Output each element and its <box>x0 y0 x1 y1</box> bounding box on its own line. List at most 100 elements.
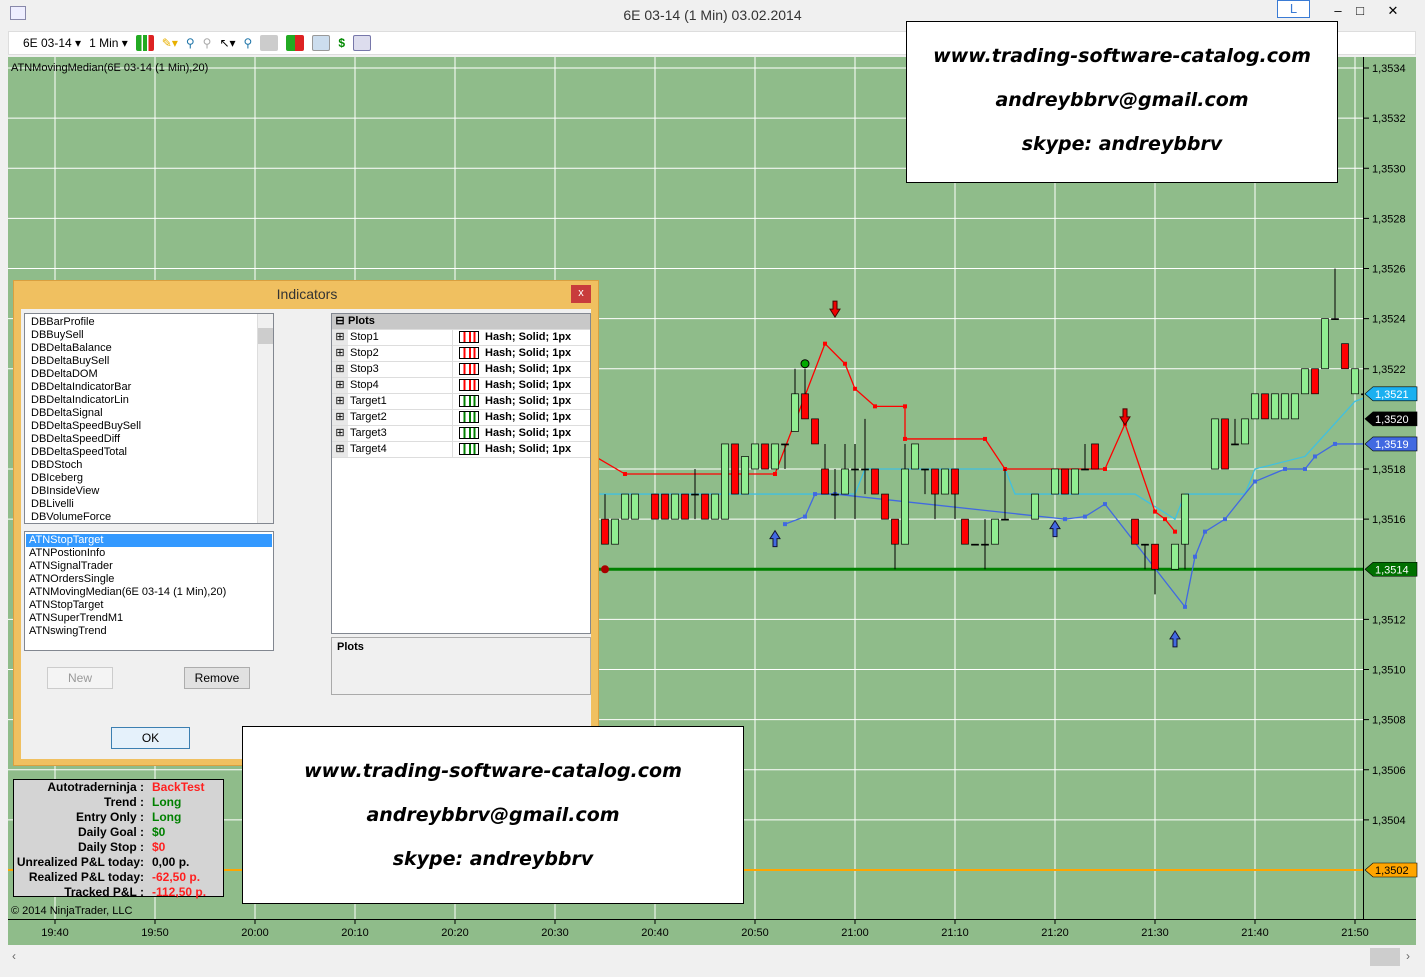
remove-button[interactable]: Remove <box>184 667 250 689</box>
scroll-right-icon[interactable]: › <box>1406 949 1410 963</box>
scroll-thumb[interactable] <box>1370 948 1400 966</box>
available-indicator-item[interactable]: DBDeltaSpeedDiff <box>31 433 121 445</box>
candle-body <box>861 468 869 471</box>
sell-arrow <box>829 300 841 319</box>
plot-row[interactable]: ⊞ Target2 Hash; Solid; 1px <box>332 410 590 426</box>
cursor-icon[interactable]: ↖▾ <box>219 36 236 50</box>
available-indicators-list[interactable]: DBBarProfile DBBuySell DBDeltaBalance DBDel… <box>24 313 274 524</box>
target-line-point <box>813 492 817 497</box>
candle-body <box>631 493 639 520</box>
properties-icon[interactable] <box>353 35 371 51</box>
applied-indicator-item[interactable]: ATNOrdersSingle <box>29 573 115 585</box>
plots-grid[interactable]: ⊟ Plots ⊞ Stop1 Hash; Solid; 1px ⊞ Stop2 Hash;… <box>331 313 591 634</box>
candle-body <box>1271 393 1279 420</box>
expand-icon[interactable]: ⊞ <box>332 394 348 409</box>
applied-indicator-item[interactable]: ATNSignalTrader <box>29 560 113 572</box>
applied-indicator-item[interactable]: ATNStopTarget <box>29 599 104 611</box>
bar-style-icon[interactable] <box>135 35 154 51</box>
available-indicator-item[interactable]: DBInsideView <box>31 485 100 497</box>
horizontal-scrollbar[interactable]: ‹ › <box>8 946 1416 968</box>
available-indicator-item[interactable]: DBDeltaSignal <box>31 407 103 419</box>
price-marker <box>1364 862 1418 878</box>
available-indicator-item[interactable]: DBVolumeForce <box>31 511 112 523</box>
maximize-button[interactable]: □ <box>1356 3 1364 18</box>
time-axis[interactable]: 19:40 19:50 20:00 20:10 20:20 20:30 20:40 20:50… <box>8 919 1416 945</box>
dollar-icon[interactable]: $ <box>338 36 345 50</box>
y-tick-label: 1,3506 <box>1372 765 1406 777</box>
link-button[interactable]: L <box>1277 0 1310 18</box>
available-indicator-item[interactable]: DBDeltaIndicatorBar <box>31 381 132 393</box>
instrument-dropdown[interactable]: 6E 03-14 ▾ <box>23 36 82 50</box>
price-marker-label: 1,3502 <box>1375 865 1409 877</box>
available-indicator-item[interactable]: DBLivelli <box>31 498 74 510</box>
available-indicator-item[interactable]: DBDeltaDOM <box>31 368 98 380</box>
candle-body <box>1301 368 1309 395</box>
plot-row[interactable]: ⊞ Stop4 Hash; Solid; 1px <box>332 378 590 394</box>
applied-indicator-item[interactable]: ATNSuperTrendM1 <box>29 612 124 624</box>
new-button[interactable]: New <box>47 667 113 689</box>
candle-body <box>731 443 739 495</box>
available-indicator-item[interactable]: DBBuySell <box>31 329 84 341</box>
candle-body <box>1071 468 1079 495</box>
plot-row[interactable]: ⊞ Stop2 Hash; Solid; 1px <box>332 346 590 362</box>
available-indicator-item[interactable]: DBIceberg <box>31 472 83 484</box>
applied-indicator-item[interactable]: ATNPostionInfo <box>29 547 106 559</box>
zoom-in-icon[interactable]: ⚲ <box>185 36 195 50</box>
data-box-icon[interactable] <box>260 35 279 51</box>
y-tick-label: 1,3516 <box>1372 514 1406 526</box>
available-indicator-item[interactable]: DBDeltaSpeedTotal <box>31 446 128 458</box>
stats-label: Autotraderninja : <box>47 780 144 794</box>
expand-icon[interactable]: ⊞ <box>332 330 348 345</box>
plots-header[interactable]: ⊟ Plots <box>332 314 590 330</box>
available-indicator-item[interactable]: DBBarProfile <box>31 316 95 328</box>
list-scrollbar[interactable] <box>257 314 273 523</box>
scroll-left-icon[interactable]: ‹ <box>12 949 16 963</box>
applied-indicators-list[interactable]: ATNStopTarget ATNPostionInfo ATNSignalTrad… <box>24 531 274 651</box>
strategies-icon[interactable] <box>312 35 331 51</box>
applied-indicator-item[interactable]: ATNStopTarget <box>26 534 272 547</box>
close-button[interactable]: ✕ <box>1387 3 1399 18</box>
plot-row[interactable]: ⊞ Target4 Hash; Solid; 1px <box>332 442 590 458</box>
price-axis[interactable]: 1,3534 1,3532 1,3530 1,3528 1,3526 1,3524 1,35… <box>1363 57 1418 919</box>
magnify-icon[interactable]: ⚲ <box>243 36 253 50</box>
expand-icon[interactable]: ⊞ <box>332 410 348 425</box>
minimize-button[interactable]: ‒ <box>1334 3 1342 18</box>
pencil-icon[interactable]: ✎▾ <box>161 36 178 50</box>
expand-icon[interactable]: ⊞ <box>332 426 348 441</box>
available-indicator-item[interactable]: DBDeltaIndicatorLin <box>31 394 129 406</box>
stats-value: BackTest <box>152 780 205 794</box>
plot-row[interactable]: ⊞ Target1 Hash; Solid; 1px <box>332 394 590 410</box>
stats-row: Trend : Long <box>14 795 223 810</box>
candle-body <box>691 493 699 496</box>
applied-indicator-item[interactable]: ATNswingTrend <box>29 625 107 637</box>
indicators-icon[interactable] <box>286 35 305 51</box>
y-tick-label: 1,3530 <box>1372 163 1406 175</box>
indicator-label: ATNMovingMedian(6E 03-14 (1 Min),20) <box>11 62 209 74</box>
zoom-out-icon[interactable]: ⚲ <box>202 36 212 50</box>
stats-row: Tracked P&L : -112,50 p. <box>14 885 223 900</box>
candle-body <box>821 468 829 495</box>
plot-row[interactable]: ⊞ Stop3 Hash; Solid; 1px <box>332 362 590 378</box>
available-indicator-item[interactable]: DBDeltaBalance <box>31 342 112 354</box>
x-tick-label: 21:20 <box>1041 927 1069 939</box>
candle-body <box>1061 468 1069 495</box>
x-tick-label: 21:40 <box>1241 927 1269 939</box>
stats-value: $0 <box>152 840 166 854</box>
applied-indicator-item[interactable]: ATNMovingMedian(6E 03-14 (1 Min),20) <box>29 586 227 598</box>
ok-button[interactable]: OK <box>111 727 190 749</box>
interval-dropdown[interactable]: 1 Min ▾ <box>89 36 128 50</box>
watermark-skype: skype: andreybbrv <box>392 848 594 870</box>
candle-body <box>1311 368 1319 395</box>
x-tick-label: 21:30 <box>1141 927 1169 939</box>
available-indicator-item[interactable]: DBDeltaBuySell <box>31 355 110 367</box>
expand-icon[interactable]: ⊞ <box>332 378 348 393</box>
expand-icon[interactable]: ⊞ <box>332 346 348 361</box>
available-indicator-item[interactable]: DBDeltaSpeedBuySell <box>31 420 142 432</box>
plot-row[interactable]: ⊞ Target3 Hash; Solid; 1px <box>332 426 590 442</box>
candle-body <box>1151 543 1159 570</box>
available-indicator-item[interactable]: DBDStoch <box>31 459 83 471</box>
plot-row[interactable]: ⊞ Stop1 Hash; Solid; 1px <box>332 330 590 346</box>
dialog-close-button[interactable]: x <box>571 285 591 303</box>
expand-icon[interactable]: ⊞ <box>332 442 348 457</box>
expand-icon[interactable]: ⊞ <box>332 362 348 377</box>
